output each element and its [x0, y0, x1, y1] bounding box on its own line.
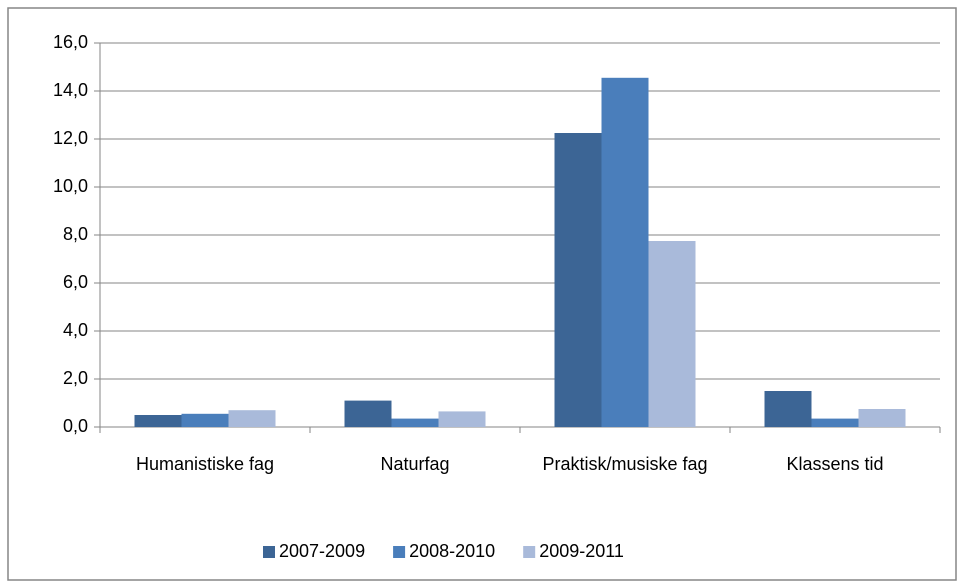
chart-frame — [7, 7, 957, 581]
y-tick-label: 10,0 — [53, 176, 88, 196]
y-tick-label: 2,0 — [63, 368, 88, 388]
y-tick-label: 12,0 — [53, 128, 88, 148]
x-tick-label: Klassens tid — [786, 454, 883, 474]
bar — [344, 400, 392, 427]
y-tick-label: 16,0 — [53, 32, 88, 52]
bar — [648, 241, 696, 427]
legend-label: 2009-2011 — [539, 541, 624, 561]
y-tick-label: 14,0 — [53, 80, 88, 100]
bar — [181, 413, 229, 427]
y-tick-label: 0,0 — [63, 416, 88, 436]
bar — [601, 77, 649, 428]
legend-swatch — [263, 546, 275, 558]
x-tick-label: Humanistiske fag — [136, 454, 274, 474]
bar — [764, 391, 812, 427]
x-tick-label: Naturfag — [380, 454, 449, 474]
legend-label: 2008-2010 — [409, 541, 495, 561]
bar — [858, 409, 906, 427]
bar — [228, 410, 276, 427]
bar — [811, 418, 859, 427]
y-tick-label: 8,0 — [63, 224, 88, 244]
legend-label: 2007-2009 — [279, 541, 365, 561]
bar — [134, 415, 182, 427]
bar — [554, 133, 602, 427]
bar — [438, 411, 486, 427]
x-tick-label: Praktisk/musiske fag — [542, 454, 707, 474]
y-tick-label: 6,0 — [63, 272, 88, 292]
y-tick-label: 4,0 — [63, 320, 88, 340]
legend-swatch — [393, 546, 406, 558]
legend-swatch — [523, 546, 536, 558]
bar — [391, 418, 439, 427]
